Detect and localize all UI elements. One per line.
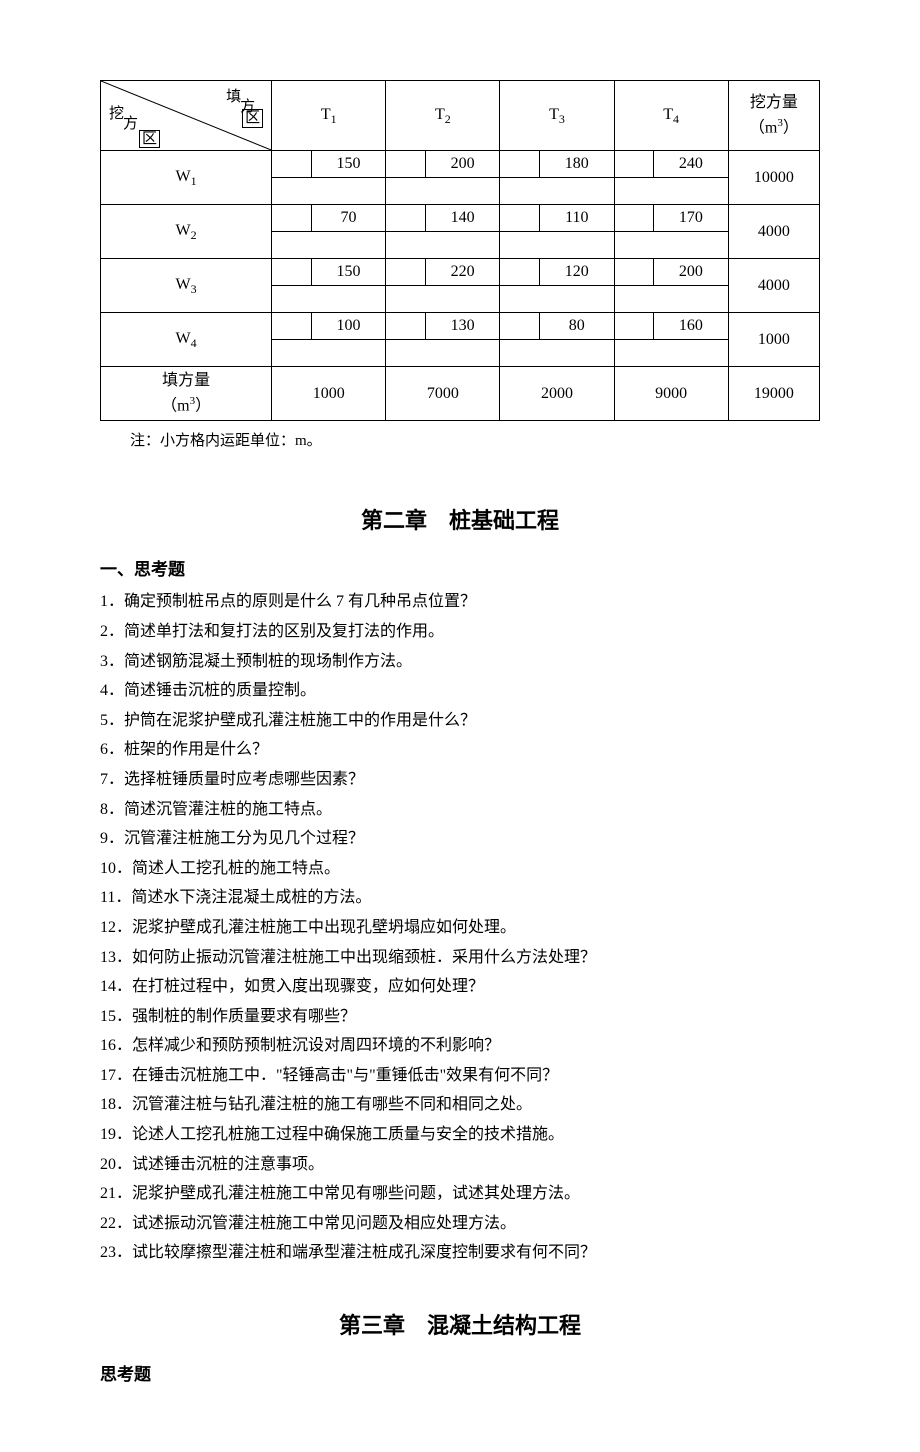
list-item: 1．确定预制桩吊点的原则是什么 7 有几种吊点位置？ <box>100 587 820 617</box>
wf-value: 4000 <box>728 259 819 313</box>
list-item: 19．论述人工挖孔桩施工过程中确保施工质量与安全的技术措施。 <box>100 1120 820 1150</box>
list-item: 8．简述沉管灌注桩的施工特点。 <box>100 795 820 825</box>
table-row: W3 150 220 120 200 4000 <box>101 259 820 313</box>
chapter2-question-list: 1．确定预制桩吊点的原则是什么 7 有几种吊点位置？ 2．简述单打法和复打法的区… <box>100 587 820 1268</box>
data-cell: 180 <box>500 151 614 205</box>
list-item: 16．怎样减少和预防预制桩沉设对周四环境的不利影响？ <box>100 1031 820 1061</box>
list-item: 6．桩架的作用是什么？ <box>100 735 820 765</box>
row-header-w3: W3 <box>101 259 272 313</box>
list-item: 22．试述振动沉管灌注桩施工中常见问题及相应处理方法。 <box>100 1209 820 1239</box>
wf-value: 1000 <box>728 313 819 367</box>
data-cell: 220 <box>386 259 500 313</box>
col-header-t4: T4 <box>614 81 728 151</box>
list-item: 5．护筒在泥浆护壁成孔灌注桩施工中的作用是什么？ <box>100 706 820 736</box>
footer-val: 1000 <box>272 367 386 421</box>
row-header-w2: W2 <box>101 205 272 259</box>
wf-value: 10000 <box>728 151 819 205</box>
data-cell: 110 <box>500 205 614 259</box>
chapter2-title: 第二章 桩基础工程 <box>100 503 820 538</box>
data-cell: 200 <box>614 259 728 313</box>
list-item: 12．泥浆护壁成孔灌注桩施工中出现孔壁坍塌应如何处理。 <box>100 913 820 943</box>
diag-bot-area: 区 <box>139 130 160 149</box>
chapter2-section: 一、思考题 <box>100 556 820 583</box>
data-cell: 150 <box>272 259 386 313</box>
diag-bot-char2: 方 <box>123 112 138 136</box>
diag-top-char1: 填 <box>226 85 241 109</box>
footer-val: 9000 <box>614 367 728 421</box>
table-row: W4 100 130 80 160 1000 <box>101 313 820 367</box>
list-item: 7．选择桩锤质量时应考虑哪些因素？ <box>100 765 820 795</box>
col-header-t3: T3 <box>500 81 614 151</box>
chapter3-section: 思考题 <box>100 1361 820 1388</box>
list-item: 15．强制桩的制作质量要求有哪些？ <box>100 1002 820 1032</box>
transport-table: 填 方 区 挖 方 区 T1 T2 T3 T4 挖方量 （m3） W1 150 … <box>100 80 820 421</box>
list-item: 11．简述水下浇注混凝土成桩的方法。 <box>100 883 820 913</box>
list-item: 4．简述锤击沉桩的质量控制。 <box>100 676 820 706</box>
data-cell: 130 <box>386 313 500 367</box>
diagonal-header-cell: 填 方 区 挖 方 区 <box>101 81 272 151</box>
diag-top-area: 区 <box>242 109 263 128</box>
data-cell: 120 <box>500 259 614 313</box>
table-note: 注：小方格内运距单位：m。 <box>100 429 820 453</box>
data-cell: 240 <box>614 151 728 205</box>
wf-value: 4000 <box>728 205 819 259</box>
chapter3-title: 第三章 混凝土结构工程 <box>100 1308 820 1343</box>
list-item: 18．沉管灌注桩与钻孔灌注桩的施工有哪些不同和相同之处。 <box>100 1090 820 1120</box>
col-header-t1: T1 <box>272 81 386 151</box>
list-item: 2．简述单打法和复打法的区别及复打法的作用。 <box>100 617 820 647</box>
list-item: 20．试述锤击沉桩的注意事项。 <box>100 1150 820 1180</box>
table-row: W1 150 200 180 240 10000 <box>101 151 820 205</box>
data-cell: 70 <box>272 205 386 259</box>
list-item: 13．如何防止振动沉管灌注桩施工中出现缩颈桩．采用什么方法处理？ <box>100 943 820 973</box>
list-item: 3．简述钢筋混凝土预制桩的现场制作方法。 <box>100 647 820 677</box>
data-cell: 160 <box>614 313 728 367</box>
list-item: 9．沉管灌注桩施工分为见几个过程？ <box>100 824 820 854</box>
list-item: 23．试比较摩擦型灌注桩和端承型灌注桩成孔深度控制要求有何不同？ <box>100 1238 820 1268</box>
data-cell: 140 <box>386 205 500 259</box>
col-header-wf: 挖方量 （m3） <box>728 81 819 151</box>
footer-val: 7000 <box>386 367 500 421</box>
list-item: 14．在打桩过程中，如贯入度出现骤变，应如何处理？ <box>100 972 820 1002</box>
data-cell: 170 <box>614 205 728 259</box>
data-cell: 100 <box>272 313 386 367</box>
footer-label: 填方量 （m3） <box>101 367 272 421</box>
data-cell: 80 <box>500 313 614 367</box>
table-footer-row: 填方量 （m3） 1000 7000 2000 9000 19000 <box>101 367 820 421</box>
data-cell: 150 <box>272 151 386 205</box>
footer-total: 19000 <box>728 367 819 421</box>
diag-bot-char1: 挖 <box>109 102 124 126</box>
col-header-t2: T2 <box>386 81 500 151</box>
data-cell: 200 <box>386 151 500 205</box>
row-header-w4: W4 <box>101 313 272 367</box>
footer-val: 2000 <box>500 367 614 421</box>
table-row: W2 70 140 110 170 4000 <box>101 205 820 259</box>
list-item: 17．在锤击沉桩施工中．"轻锤高击"与"重锤低击"效果有何不同？ <box>100 1061 820 1091</box>
list-item: 10．简述人工挖孔桩的施工特点。 <box>100 854 820 884</box>
list-item: 21．泥浆护壁成孔灌注桩施工中常见有哪些问题，试述其处理方法。 <box>100 1179 820 1209</box>
row-header-w1: W1 <box>101 151 272 205</box>
